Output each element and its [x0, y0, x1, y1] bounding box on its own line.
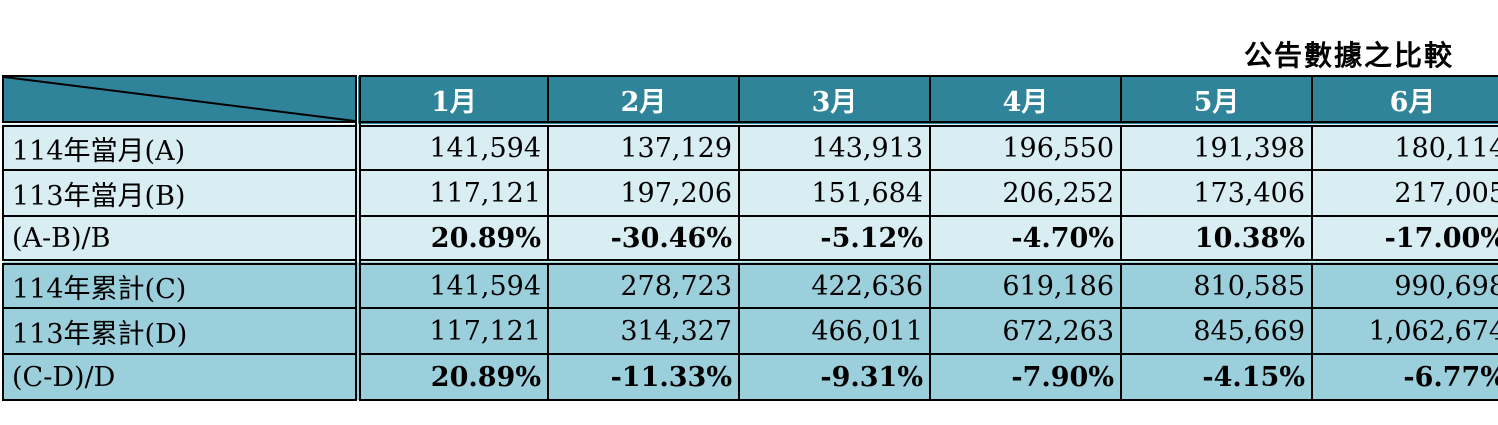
table-row: (C-D)/D 20.89% -11.33% -9.31% -7.90% -4.… — [2, 353, 1498, 401]
diagonal-line-icon — [4, 77, 355, 121]
column-header: 1月 — [357, 75, 549, 125]
table-cell: 137,129 — [547, 121, 740, 171]
comparison-table: 1月 2月 3月 4月 5月 6月 114年當月(A) 141,594 137,… — [2, 75, 1498, 401]
table-cell: 20.89% — [357, 215, 549, 263]
table-cell: -7.90% — [929, 353, 1122, 401]
table-cell: 20.89% — [357, 353, 549, 401]
column-header: 5月 — [1120, 75, 1313, 125]
row-label: (C-D)/D — [2, 353, 361, 401]
table-cell: 422,636 — [738, 259, 931, 309]
table-cell: 278,723 — [547, 259, 740, 309]
table-row: (A-B)/B 20.89% -30.46% -5.12% -4.70% 10.… — [2, 215, 1498, 263]
column-header: 4月 — [929, 75, 1122, 125]
column-header: 3月 — [738, 75, 931, 125]
table-cell: -9.31% — [738, 353, 931, 401]
table-cell: -4.15% — [1120, 353, 1313, 401]
table-row: 113年當月(B) 117,121 197,206 151,684 206,25… — [2, 169, 1498, 217]
table-cell: -4.70% — [929, 215, 1122, 263]
table-cell: -17.00% — [1311, 215, 1498, 263]
row-label: 113年當月(B) — [2, 169, 361, 217]
table-cell: 1,062,674 — [1311, 307, 1498, 355]
table-cell: 141,594 — [357, 259, 549, 309]
table-cell: 151,684 — [738, 169, 931, 217]
table-cell: 990,698 — [1311, 259, 1498, 309]
table-cell: 117,121 — [357, 307, 549, 355]
table-cell: 672,263 — [929, 307, 1122, 355]
table-cell: -30.46% — [547, 215, 740, 263]
table-cell: 466,011 — [738, 307, 931, 355]
table-cell: 845,669 — [1120, 307, 1313, 355]
table-row: 114年當月(A) 141,594 137,129 143,913 196,55… — [2, 121, 1498, 171]
table-cell: 619,186 — [929, 259, 1122, 309]
table-cell: 180,114 — [1311, 121, 1498, 171]
column-header: 6月 — [1311, 75, 1498, 125]
table-title: 公告數據之比較 — [1243, 39, 1454, 72]
table-cell: -11.33% — [547, 353, 740, 401]
table-cell: 217,005 — [1311, 169, 1498, 217]
table-cell: 10.38% — [1120, 215, 1313, 263]
table-row: 113年累計(D) 117,121 314,327 466,011 672,26… — [2, 307, 1498, 355]
row-label: 114年累計(C) — [2, 259, 361, 309]
table-cell: 191,398 — [1120, 121, 1313, 171]
table-cell: 173,406 — [1120, 169, 1313, 217]
table-cell: 810,585 — [1120, 259, 1313, 309]
row-label: 113年累計(D) — [2, 307, 361, 355]
row-label: 114年當月(A) — [2, 121, 361, 171]
table-cell: -6.77% — [1311, 353, 1498, 401]
table-cell: 117,121 — [357, 169, 549, 217]
row-label: (A-B)/B — [2, 215, 361, 263]
table-cell: 197,206 — [547, 169, 740, 217]
table-cell: 196,550 — [929, 121, 1122, 171]
table-cell: 143,913 — [738, 121, 931, 171]
table-cell: 141,594 — [357, 121, 549, 171]
table-cell: 314,327 — [547, 307, 740, 355]
corner-cell — [2, 75, 361, 125]
column-header: 2月 — [547, 75, 740, 125]
header-row: 1月 2月 3月 4月 5月 6月 — [2, 75, 1498, 125]
table-row: 114年累計(C) 141,594 278,723 422,636 619,18… — [2, 259, 1498, 309]
table-cell: 206,252 — [929, 169, 1122, 217]
table-cell: -5.12% — [738, 215, 931, 263]
